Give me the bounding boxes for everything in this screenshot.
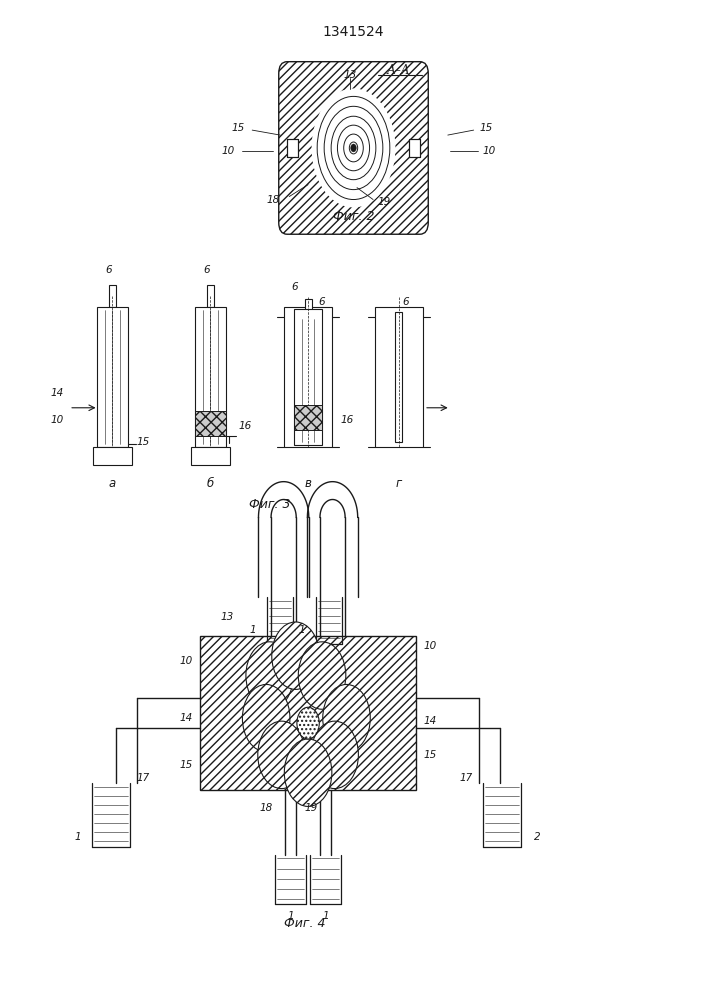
Text: 1: 1 <box>250 625 257 635</box>
Circle shape <box>243 684 290 752</box>
Bar <box>109 285 116 307</box>
Circle shape <box>311 721 358 789</box>
Text: 19: 19 <box>305 803 318 813</box>
Circle shape <box>258 721 305 789</box>
Text: Фиг. 4: Фиг. 4 <box>284 917 325 930</box>
Text: 17: 17 <box>137 773 150 783</box>
FancyBboxPatch shape <box>279 62 428 234</box>
Text: 6: 6 <box>105 265 112 275</box>
Text: в: в <box>305 477 312 490</box>
Circle shape <box>284 739 332 806</box>
Text: 6: 6 <box>319 297 325 307</box>
Text: 13: 13 <box>344 70 356 80</box>
Text: 6: 6 <box>291 282 298 292</box>
Bar <box>294 309 322 445</box>
Text: 1341524: 1341524 <box>323 25 384 39</box>
Bar <box>294 405 322 430</box>
Bar <box>195 307 226 447</box>
Text: 15: 15 <box>180 760 193 770</box>
Text: 18: 18 <box>259 803 273 813</box>
Text: Фиг. 2: Фиг. 2 <box>333 210 374 223</box>
Text: б: б <box>206 477 214 490</box>
Bar <box>191 447 230 465</box>
Text: 1: 1 <box>287 911 294 921</box>
Text: г: г <box>396 477 402 490</box>
Bar <box>93 447 132 465</box>
Bar <box>200 636 416 790</box>
Text: 10: 10 <box>483 146 496 156</box>
Text: 1: 1 <box>298 625 305 635</box>
Text: 18: 18 <box>267 195 280 205</box>
Text: 2: 2 <box>534 832 540 842</box>
Text: Фиг. 3: Фиг. 3 <box>249 498 291 511</box>
Circle shape <box>312 88 395 207</box>
Bar <box>287 139 298 157</box>
Bar <box>305 299 312 317</box>
Text: 13: 13 <box>221 612 234 622</box>
Text: 15: 15 <box>479 123 493 133</box>
Bar <box>97 307 128 447</box>
Text: 6: 6 <box>204 265 210 275</box>
Text: 10: 10 <box>50 415 64 425</box>
Circle shape <box>323 684 370 752</box>
Text: 19: 19 <box>378 197 391 207</box>
Text: 16: 16 <box>238 421 252 431</box>
Circle shape <box>298 642 346 709</box>
Text: А–А: А–А <box>387 64 411 77</box>
Bar <box>395 312 402 442</box>
Text: 10: 10 <box>180 656 193 666</box>
Circle shape <box>246 642 293 709</box>
Circle shape <box>351 144 356 152</box>
Bar <box>409 139 420 157</box>
Circle shape <box>271 622 320 689</box>
Circle shape <box>297 707 320 739</box>
Bar <box>195 411 226 436</box>
Text: 15: 15 <box>232 123 245 133</box>
Text: 14: 14 <box>180 713 193 723</box>
Text: 14: 14 <box>423 716 437 726</box>
Bar <box>287 139 298 157</box>
Text: 6: 6 <box>402 297 409 307</box>
Text: 1: 1 <box>322 911 329 921</box>
Bar <box>284 307 332 447</box>
Text: 14: 14 <box>50 388 64 398</box>
Text: а: а <box>109 477 116 490</box>
Text: 15: 15 <box>136 437 149 447</box>
Text: 17: 17 <box>459 773 472 783</box>
Bar <box>375 307 423 447</box>
Text: 10: 10 <box>221 146 235 156</box>
Bar <box>206 285 214 307</box>
Text: 1: 1 <box>74 832 81 842</box>
Text: 16: 16 <box>340 415 354 425</box>
Text: 15: 15 <box>423 750 437 760</box>
Bar <box>409 139 420 157</box>
Text: 10: 10 <box>423 641 437 651</box>
